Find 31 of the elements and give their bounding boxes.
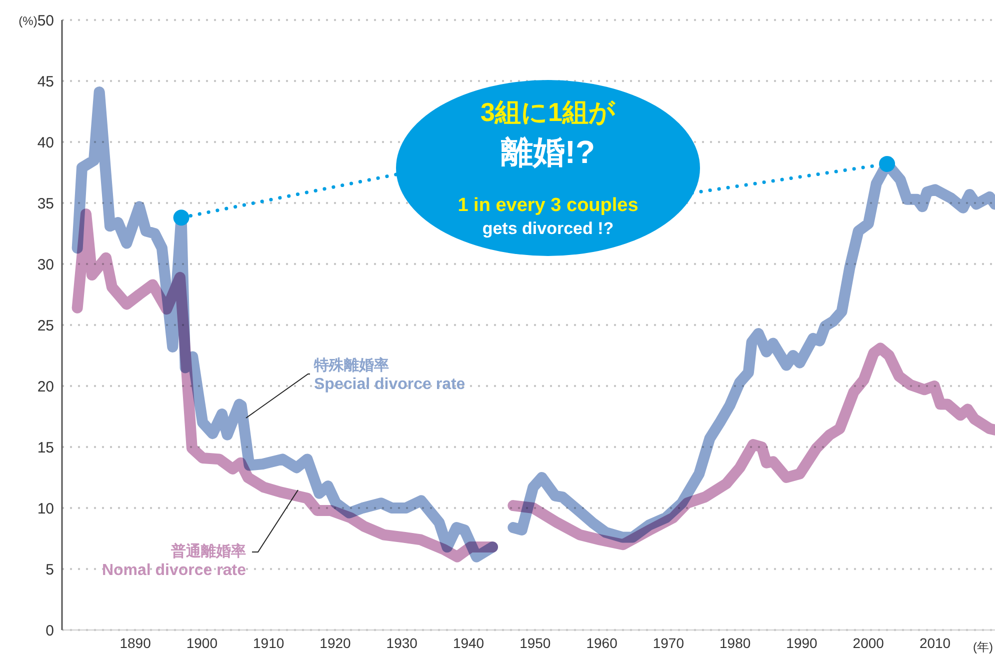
annotation: 離婚!? bbox=[500, 134, 596, 170]
annotation: 1 in every 3 couples gets divorced !? bbox=[458, 195, 638, 238]
y-tick-label: 20 bbox=[37, 378, 54, 396]
y-tick-label: 50 bbox=[37, 12, 54, 30]
x-tick-label: 1900 bbox=[186, 634, 218, 651]
y-tick-label: 35 bbox=[37, 195, 54, 212]
y-tick-label: 25 bbox=[37, 317, 54, 334]
x-tick-label: 1990 bbox=[786, 634, 818, 651]
text: 普通離婚率 Nomal divorce rate bbox=[102, 542, 246, 579]
x-tick-label: 1920 bbox=[320, 634, 352, 651]
y-tick-label: 10 bbox=[37, 500, 54, 518]
y-tick-label: 5 bbox=[46, 561, 54, 578]
x-tick-label: 1960 bbox=[586, 634, 618, 651]
y-tick-label: 45 bbox=[37, 73, 54, 90]
x-tick-label: 1890 bbox=[120, 634, 152, 651]
y-tick-label: 30 bbox=[37, 256, 54, 274]
y-tick-label: 40 bbox=[37, 134, 54, 152]
y-axis-title: (%) bbox=[18, 14, 38, 28]
y-tick-label: 15 bbox=[37, 439, 54, 456]
x-tick-label: 2010 bbox=[919, 634, 951, 651]
text: 特殊離婚率 Special divorce rate bbox=[313, 356, 466, 393]
y-tick-label: 0 bbox=[46, 622, 54, 640]
x-tick-label: 1910 bbox=[253, 634, 284, 651]
x-tick-label: 1930 bbox=[386, 634, 418, 651]
x-tick-label: 1950 bbox=[520, 634, 551, 651]
x-tick-label: 1970 bbox=[652, 634, 684, 651]
x-tick-label: 1980 bbox=[720, 634, 751, 651]
x-tick-label: 1940 bbox=[452, 634, 484, 651]
annotation: 3組に1組が bbox=[480, 97, 616, 127]
x-tick-label: 2000 bbox=[852, 634, 884, 651]
x-axis-title: (年) bbox=[973, 640, 993, 654]
